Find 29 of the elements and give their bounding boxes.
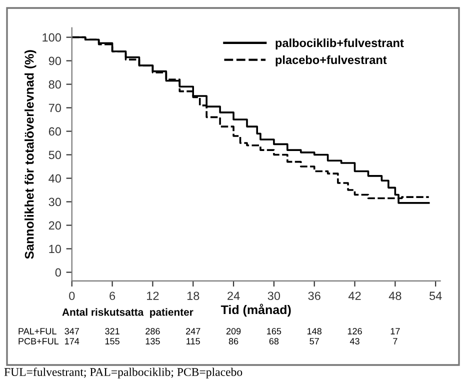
y-tick-label: 0 (55, 268, 61, 277)
y-tick-label: 20 (48, 221, 61, 230)
y-axis-title: Sannolikhet för totalöverlevnad (%) (24, 50, 36, 259)
x-tick-label: 24 (228, 292, 240, 300)
y-tick-label: 10 (49, 244, 61, 254)
text: PCB+FUL 174 155 135 115 86 68 57 43 7 (18, 338, 398, 344)
text: PAL+FUL 347 321 286 247 209 165 148 126 17 (18, 328, 400, 334)
x-tick-label: 42 (348, 292, 361, 300)
text: FUL=fulvestrant; PAL=palbociklib; PCB=placebo (4, 368, 242, 378)
x-tick-label: 6 (110, 292, 116, 300)
y-tick-label: 30 (48, 198, 61, 206)
legend-label: palbociklib+fulvestrant (276, 38, 404, 50)
y-tick-label: 50 (48, 150, 61, 160)
y-tick-label: 70 (48, 104, 61, 112)
y-tick-label: 90 (48, 56, 61, 66)
x-tick-label: 54 (429, 292, 442, 300)
x-tick-label: 48 (388, 292, 402, 300)
x-axis-title: Tid (månad) (220, 304, 291, 317)
y-tick-label: 40 (48, 174, 61, 183)
y-tick-label: 80 (48, 80, 61, 89)
y-tick-label: 60 (48, 127, 61, 136)
legend-label: placebo+fulvestrant (276, 55, 387, 66)
x-tick-label: 12 (147, 292, 159, 300)
text: Antal riskutsatta patienter (62, 308, 194, 318)
y-tick-label: 100 (42, 33, 61, 42)
x-tick-label: 36 (308, 292, 320, 300)
x-tick-label: 30 (268, 292, 280, 300)
x-tick-label: 0 (69, 292, 75, 300)
x-tick-label: 18 (187, 292, 200, 300)
